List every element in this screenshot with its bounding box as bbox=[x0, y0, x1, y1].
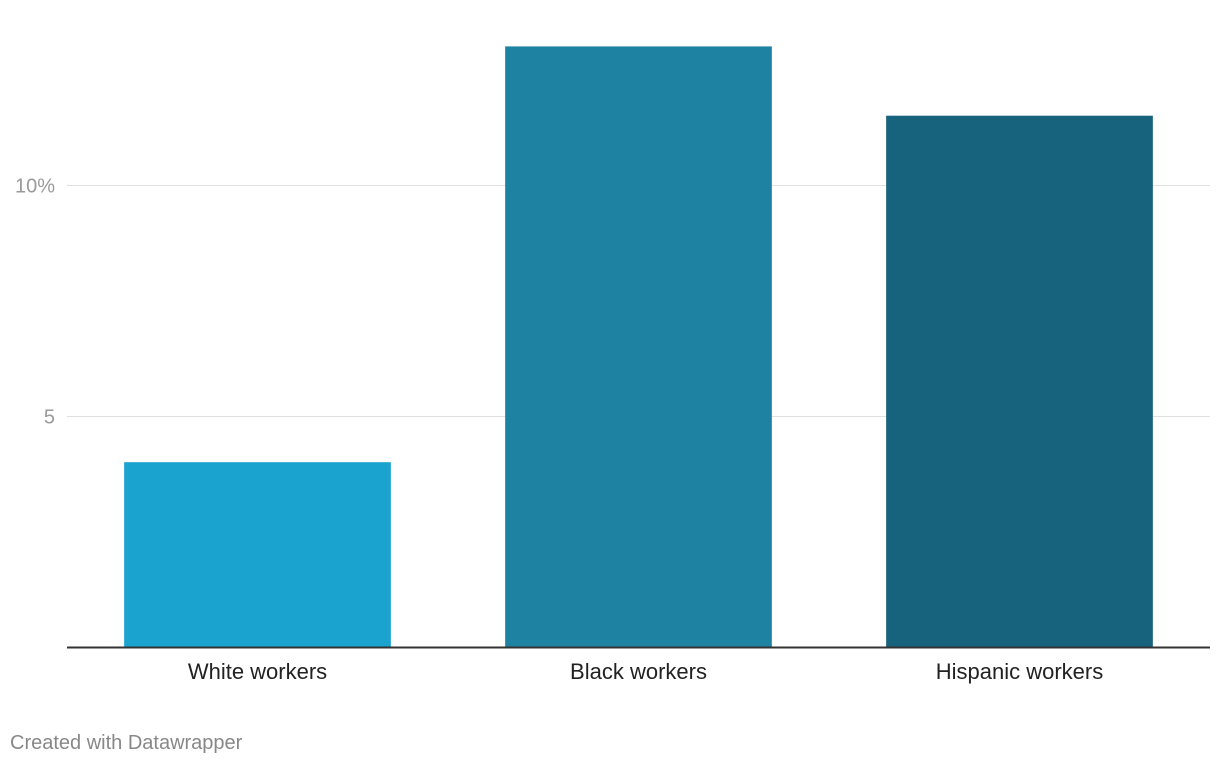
bar bbox=[124, 462, 391, 647]
bar bbox=[886, 115, 1153, 647]
x-tick-label: White workers bbox=[188, 659, 327, 684]
datawrapper-credit: Created with Datawrapper bbox=[10, 732, 243, 754]
y-tick-label: 10% bbox=[15, 176, 55, 198]
bar bbox=[505, 46, 772, 647]
x-tick-label: Hispanic workers bbox=[936, 659, 1104, 684]
x-tick-label: Black workers bbox=[570, 659, 707, 684]
y-tick-label: 5 bbox=[44, 407, 55, 429]
